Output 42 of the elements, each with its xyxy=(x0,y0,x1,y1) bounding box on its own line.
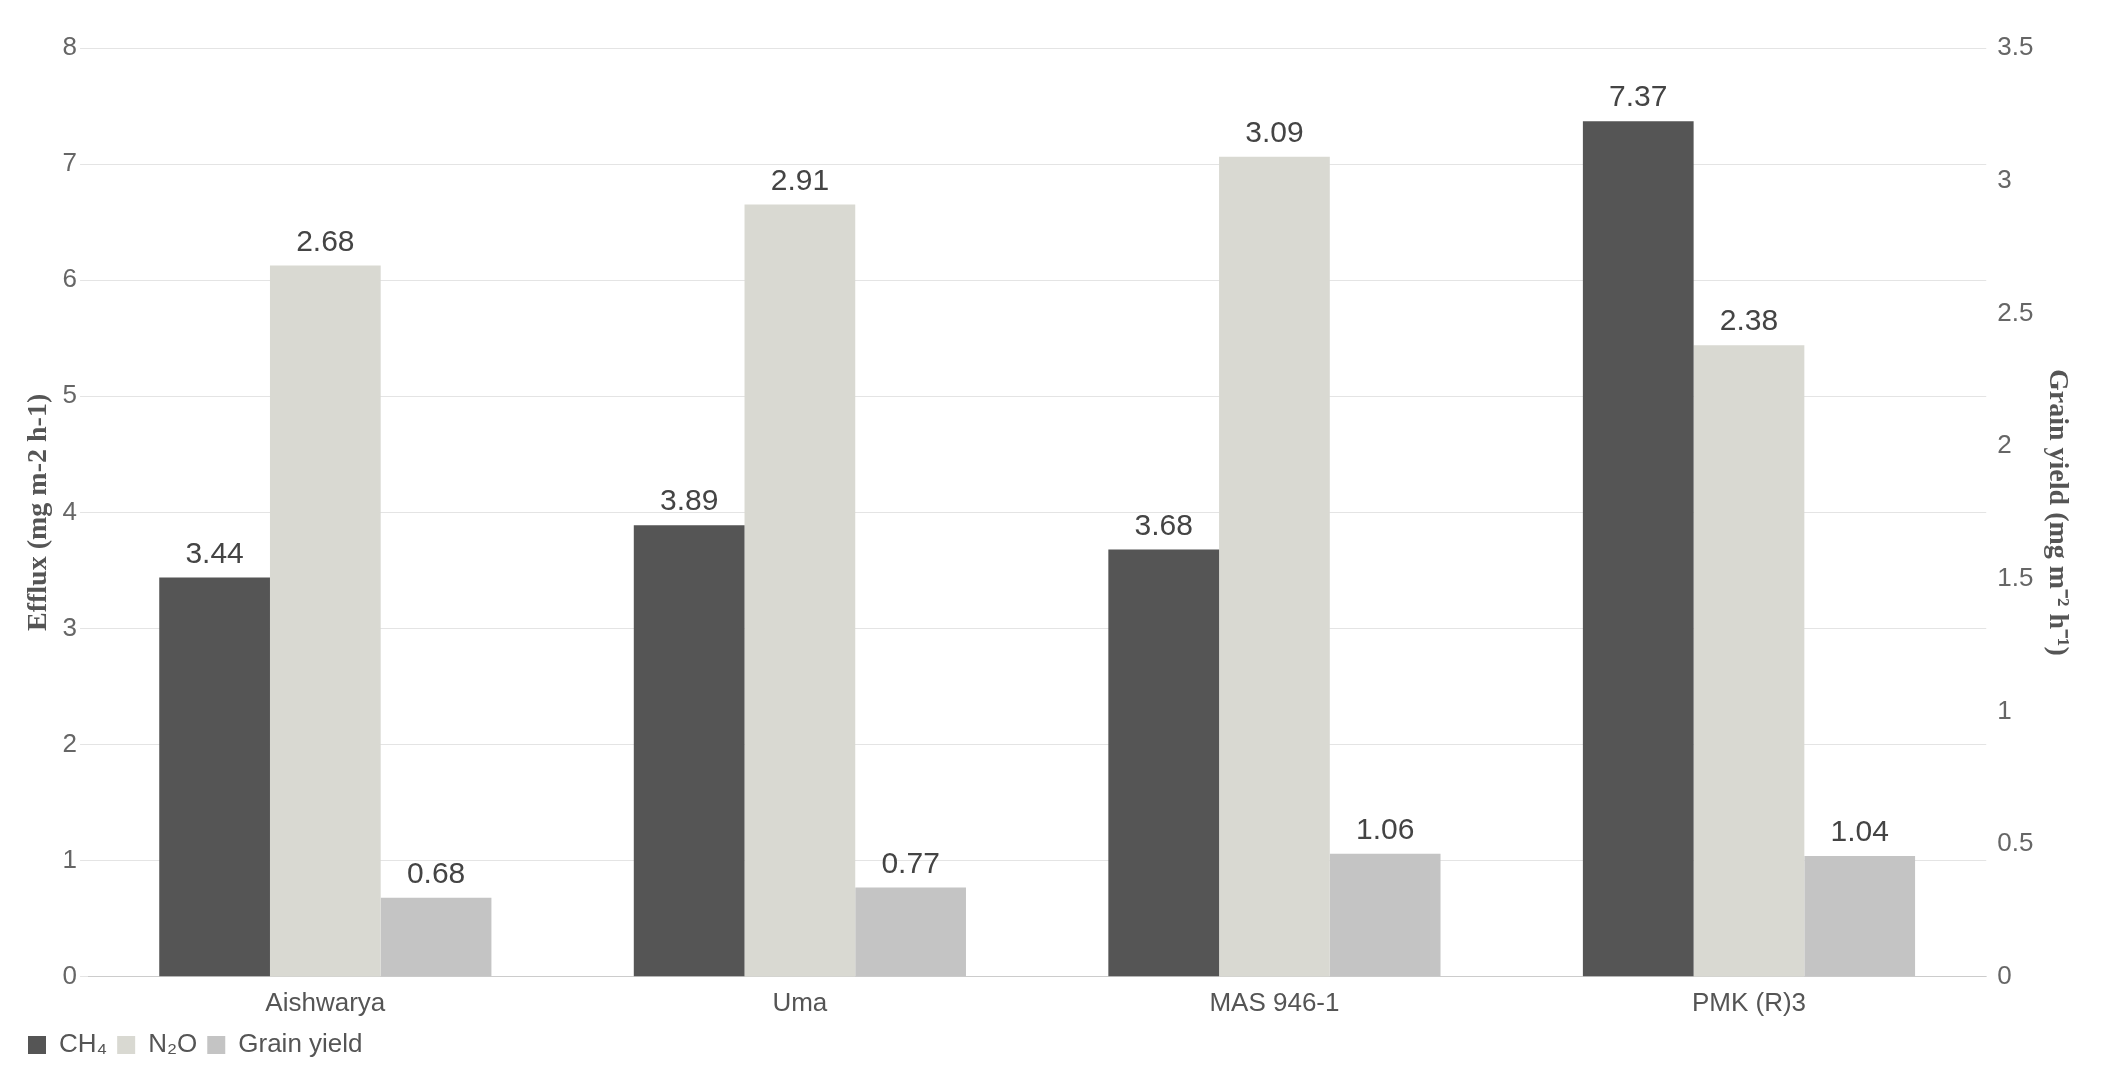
y2-tick-label: 3 xyxy=(1997,163,2012,194)
data-label: 3.09 xyxy=(1245,115,1304,149)
data-label: 3.44 xyxy=(185,535,244,569)
data-label: 0.68 xyxy=(406,856,466,890)
y-tick-label: 2 xyxy=(62,727,78,758)
y2-tick-label: 1 xyxy=(1997,694,2012,725)
y-axis-title: Efflux (mg m-2 h-1) xyxy=(21,393,53,631)
data-label: 2.38 xyxy=(1719,303,1779,337)
y2-tick-label: 2.5 xyxy=(1997,296,2034,327)
y-tick-label: 5 xyxy=(62,379,78,410)
y2-tick-label: 2 xyxy=(1997,429,2012,460)
y-tick-label: 4 xyxy=(62,495,78,526)
data-label: 2.91 xyxy=(770,162,830,196)
y-tick-label: 1 xyxy=(62,843,78,874)
legend-label: N₂O xyxy=(148,1028,198,1059)
data-label: 3.68 xyxy=(1134,507,1193,541)
y2-tick-label: 3.5 xyxy=(1997,31,2034,62)
y-tick-label: 3 xyxy=(62,611,78,642)
x-tick-label: PMK (R)3 xyxy=(1691,986,1807,1017)
y2-axis-title: Grain yield (mg m⁻² h⁻¹) xyxy=(2043,369,2075,656)
y2-tick-label: 0 xyxy=(1997,959,2012,990)
data-label: 3.89 xyxy=(659,483,719,517)
x-tick-label: Aishwarya xyxy=(265,986,386,1017)
y-tick-label: 6 xyxy=(62,263,78,294)
data-label: 7.37 xyxy=(1609,79,1668,113)
bar xyxy=(855,887,966,977)
bar xyxy=(380,897,492,977)
data-label: 2.68 xyxy=(296,223,355,257)
data-label: 0.77 xyxy=(881,845,940,879)
bar xyxy=(1804,856,1916,977)
bar xyxy=(1329,853,1441,977)
legend-label: Grain yield xyxy=(238,1028,363,1059)
data-label: 1.06 xyxy=(1355,812,1415,845)
legend-label: CH₄ xyxy=(59,1028,108,1059)
y-tick-label: 0 xyxy=(62,959,78,990)
data-label: 1.04 xyxy=(1830,814,1889,848)
x-tick-label: Uma xyxy=(772,986,828,1017)
y2-tick-label: 0.5 xyxy=(1997,827,2034,858)
y-tick-label: 7 xyxy=(62,147,78,178)
y-tick-label: 8 xyxy=(62,31,78,62)
x-tick-label: MAS 946-1 xyxy=(1209,986,1340,1017)
y2-tick-label: 1.5 xyxy=(1997,561,2034,592)
